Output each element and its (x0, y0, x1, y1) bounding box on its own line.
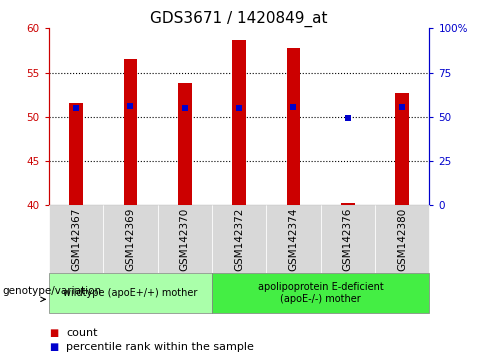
Text: wildtype (apoE+/+) mother: wildtype (apoE+/+) mother (63, 288, 198, 298)
Text: apolipoprotein E-deficient
(apoE-/-) mother: apolipoprotein E-deficient (apoE-/-) mot… (258, 282, 384, 304)
Bar (232, 40, 246, 205)
Text: GSM142367: GSM142367 (71, 207, 81, 271)
Bar (123, 59, 137, 205)
Text: GSM142380: GSM142380 (397, 207, 407, 270)
Bar (69, 103, 83, 205)
Text: GSM142369: GSM142369 (125, 207, 135, 271)
Text: ■: ■ (49, 328, 58, 338)
Bar (178, 83, 191, 205)
Bar (287, 48, 300, 205)
Text: GSM142372: GSM142372 (234, 207, 244, 271)
Text: percentile rank within the sample: percentile rank within the sample (66, 342, 254, 352)
Text: genotype/variation: genotype/variation (2, 286, 102, 296)
Text: ■: ■ (49, 342, 58, 352)
Text: count: count (66, 328, 98, 338)
Text: GSM142376: GSM142376 (343, 207, 353, 271)
Text: GSM142374: GSM142374 (288, 207, 299, 271)
Bar (395, 93, 409, 205)
Title: GDS3671 / 1420849_at: GDS3671 / 1420849_at (150, 11, 328, 27)
Text: GSM142370: GSM142370 (180, 207, 190, 270)
Bar (341, 202, 355, 205)
